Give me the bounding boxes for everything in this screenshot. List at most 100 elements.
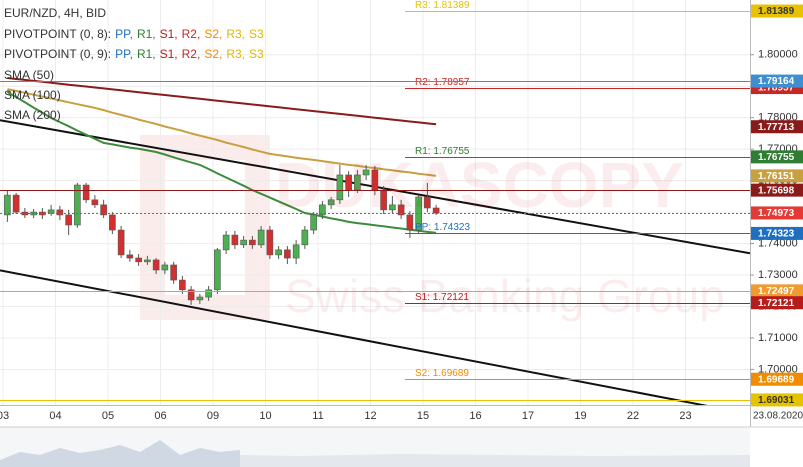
pivot-legend-name: PIVOTPOINT (0, 8): [4, 27, 111, 41]
candle-body [292, 244, 300, 259]
pivot-legend-item: PP, [115, 27, 133, 41]
level-label: R3: 1.81389 [415, 0, 470, 11]
price-tag-label: 1.77713 [758, 122, 795, 133]
pivot-legend-item: R1, [137, 27, 156, 41]
chart-title: EUR/NZD, 4H, BID [4, 6, 106, 20]
date-label: 23.08.2020 [753, 411, 803, 422]
candle-body [109, 214, 116, 231]
price-tag [751, 4, 803, 18]
candle-body [327, 199, 335, 206]
candle-body [152, 259, 160, 271]
candle-body [161, 264, 169, 271]
trendline [0, 269, 708, 405]
pivot-legend-item: R2, [182, 47, 201, 61]
x-tick-label: 10 [259, 410, 271, 422]
x-tick-label: 12 [364, 410, 376, 422]
candle-body [406, 214, 414, 231]
candle-body [117, 229, 125, 256]
navigator [0, 426, 803, 467]
pivot-legend-item: S2, [204, 47, 222, 61]
pivot-legend-item: R3, [226, 47, 245, 61]
sma-line [7, 77, 437, 126]
price-tag [751, 372, 803, 386]
sma-line [7, 88, 437, 177]
candle-body [249, 239, 256, 246]
pivot-legend: PIVOTPOINT (0, 9): PP, R1, S1, R2, S2, R3, S3 [4, 47, 264, 61]
x-tick-label: 09 [207, 410, 219, 422]
price-tag-label: 1.74973 [758, 208, 795, 219]
x-tick-label: 19 [574, 410, 586, 422]
price-tag-label: 1.78957 [758, 83, 795, 94]
candle-body [301, 229, 309, 246]
sma-line [6, 91, 437, 234]
price-tag-label: 1.72121 [758, 298, 795, 309]
price-tag-label: 1.75698 [758, 185, 795, 196]
x-tick-label: 22 [627, 410, 639, 422]
x-tick-label: 15 [417, 410, 429, 422]
pivot-legend-item: S1, [160, 47, 178, 61]
level-label: S2: 1.69689 [415, 368, 469, 379]
x-tick-label: 23 [679, 410, 691, 422]
x-tick-label: 03 [0, 410, 9, 422]
pivot-legend-name: PIVOTPOINT (0, 9): [4, 47, 111, 61]
candle-body [310, 214, 317, 231]
pivot-legend-item: R1, [137, 47, 156, 61]
x-tick-label: 17 [522, 410, 534, 422]
pivot-legend-item: S2, [204, 27, 222, 41]
pivot-legend-item: S3 [249, 27, 264, 41]
candle-body [275, 249, 282, 256]
candle-body [205, 289, 212, 298]
y-tick-label: 1.71000 [758, 332, 798, 344]
plot-area [0, 0, 750, 405]
price-tag-label: 1.79164 [758, 76, 795, 87]
price-tag-label: 1.76755 [758, 152, 795, 163]
candle-body [257, 229, 265, 246]
candle-body [47, 209, 55, 214]
candle-body [12, 194, 20, 213]
price-tag [751, 150, 803, 164]
price-tag [751, 296, 803, 310]
candle-body [389, 204, 396, 211]
candle-body [362, 169, 370, 176]
price-tag [751, 74, 803, 88]
x-tick-label: 04 [49, 410, 61, 422]
price-tag-label: 1.81389 [758, 6, 795, 17]
x-tick-label: 06 [154, 410, 166, 422]
candle-body [284, 249, 291, 259]
y-tick-label: 1.74000 [758, 237, 798, 249]
candle-body [65, 214, 72, 226]
candle-body [187, 289, 195, 301]
price-tag [751, 393, 803, 407]
watermark-logo [140, 135, 270, 320]
watermark: Swiss Banking Group [285, 270, 725, 322]
candle-body [179, 279, 186, 291]
candle-body [336, 174, 344, 201]
pivot-legend-item: S3 [249, 47, 264, 61]
legend-entry: SMA (200) [4, 108, 61, 122]
price-tag-label: 1.69689 [758, 374, 795, 385]
candle-body [4, 194, 11, 216]
price-tag-label: 1.69031 [758, 395, 795, 406]
price-tag [751, 120, 803, 134]
candle-body [266, 229, 274, 256]
price-tag [751, 183, 803, 197]
y-tick-label: 1.73000 [758, 269, 798, 281]
candle-body [135, 257, 142, 263]
price-tag-label: 1.72497 [758, 286, 795, 297]
candle-body [196, 296, 204, 301]
legend-entry: SMA (50) [4, 68, 54, 82]
price-tag [751, 226, 803, 240]
x-tick-label: 11 [312, 410, 323, 422]
x-tick-label: 16 [469, 410, 481, 422]
pivot-legend: PIVOTPOINT (0, 8): PP, R1, S1, R2, S2, R3, S3 [4, 27, 264, 41]
price-tag-label: 1.76151 [758, 171, 795, 182]
candle-body [74, 184, 81, 226]
level-label: PP: 1.74323 [415, 222, 470, 233]
price-tag [751, 206, 803, 220]
candle-body [222, 234, 230, 251]
pivot-legend-item: R3, [226, 27, 245, 41]
candle-body [56, 209, 64, 216]
level-label: R1: 1.76755 [415, 146, 470, 157]
candle-body [170, 264, 177, 281]
